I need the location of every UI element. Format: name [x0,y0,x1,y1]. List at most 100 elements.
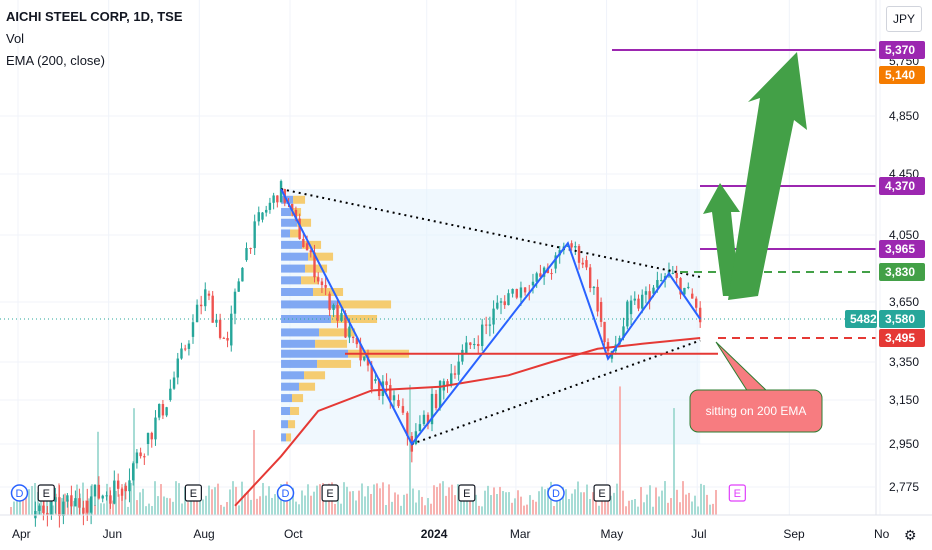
candle-body [633,298,636,301]
volume-bar [172,501,174,515]
event-marker-label: D [552,488,560,500]
volume-bar [529,495,531,515]
time-tick-label: Aug [193,527,214,541]
candle-body [511,288,514,294]
candle-body [241,267,244,282]
ema-line [234,337,701,507]
event-marker-label: E [598,488,605,500]
volume-bar [460,494,462,515]
candle-body [355,337,359,345]
candle-body [245,248,248,261]
volume-bar [181,503,183,515]
event-marker-label: D [16,488,24,500]
profile-bar [304,371,326,380]
volume-bar [166,497,168,515]
profile-bar [290,229,300,238]
volume-bar [247,491,249,515]
candle-body [531,281,535,286]
profile-bar [281,371,305,380]
volume-bar [178,483,180,515]
time-tick-label: No [874,527,890,541]
volume-bar [613,492,615,515]
candle-body [351,336,355,338]
gear-icon[interactable]: ⚙ [904,527,917,543]
candle-body [268,202,272,210]
candle-body [165,407,168,416]
candle-body [644,291,648,295]
candle-body [488,324,492,326]
candle-body [599,302,603,322]
volume-bar [184,486,186,515]
candle-body [422,414,426,425]
volume-bar [694,495,696,515]
candle-body [652,287,655,294]
volume-bar [466,489,468,515]
candle-body [324,285,327,288]
profile-bar [281,300,339,309]
volume-bar [649,485,651,515]
volume-bar [262,482,264,515]
candle-body [626,301,629,327]
candle-body [317,277,320,282]
candle-body [457,361,460,375]
volume-bar [427,498,429,515]
profile-bar [281,349,349,358]
volume-bar [346,486,348,515]
candle-body [430,393,434,425]
candle-body [294,209,298,219]
time-tick-label: May [601,527,624,541]
volume-bar [673,408,675,515]
price-tick-label: 4,850 [889,109,919,123]
volume-bar [160,484,162,515]
candle-body [131,463,135,481]
candle-body [128,480,131,492]
candle-body [336,305,339,321]
candle-body [276,195,279,203]
profile-bar [281,339,316,348]
candle-body [603,321,606,343]
candle-body [249,248,252,250]
volume-indicator-label[interactable]: Vol [6,31,25,46]
volume-bar [52,505,54,515]
profile-bar [281,276,302,285]
volume-bar [19,492,21,515]
candle-body [101,495,104,499]
volume-bar [580,492,582,515]
candle-body [344,313,347,338]
profile-bar [281,407,291,415]
volume-bar [355,500,357,515]
candle-body [585,260,588,268]
candle-body [566,245,570,247]
volume-bar [13,501,15,515]
price-tag [879,240,925,258]
price-tag [879,41,925,59]
profile-bar [331,315,378,323]
volume-bar [448,487,450,515]
volume-bar [358,490,360,515]
candle-body [199,304,203,307]
price-tag-label: 5,140 [885,68,915,82]
price-tick-label: 4,050 [889,228,919,242]
volume-bar [124,483,126,515]
candle-body [535,273,538,282]
candle-body [660,279,663,281]
candle-body [218,319,222,338]
volume-bar [664,481,666,515]
volume-bar [475,494,477,515]
symbol-title[interactable]: AICHI STEEL CORP, 1D, TSE [6,9,183,24]
volume-bar [691,501,693,515]
volume-bar [493,487,495,515]
currency-button[interactable]: JPY [886,6,922,32]
candle-body [78,498,81,508]
volume-bar [418,490,420,515]
volume-bar [259,496,261,515]
candle-body [328,293,331,310]
volume-bar [175,481,177,515]
candle-body [687,286,690,288]
candle-body [588,267,592,289]
callout-text: sitting on 200 EMA [706,404,807,418]
candle-body [406,412,409,437]
ema-indicator-label[interactable]: EMA (200, close) [6,53,105,68]
volume-bar [514,498,516,515]
